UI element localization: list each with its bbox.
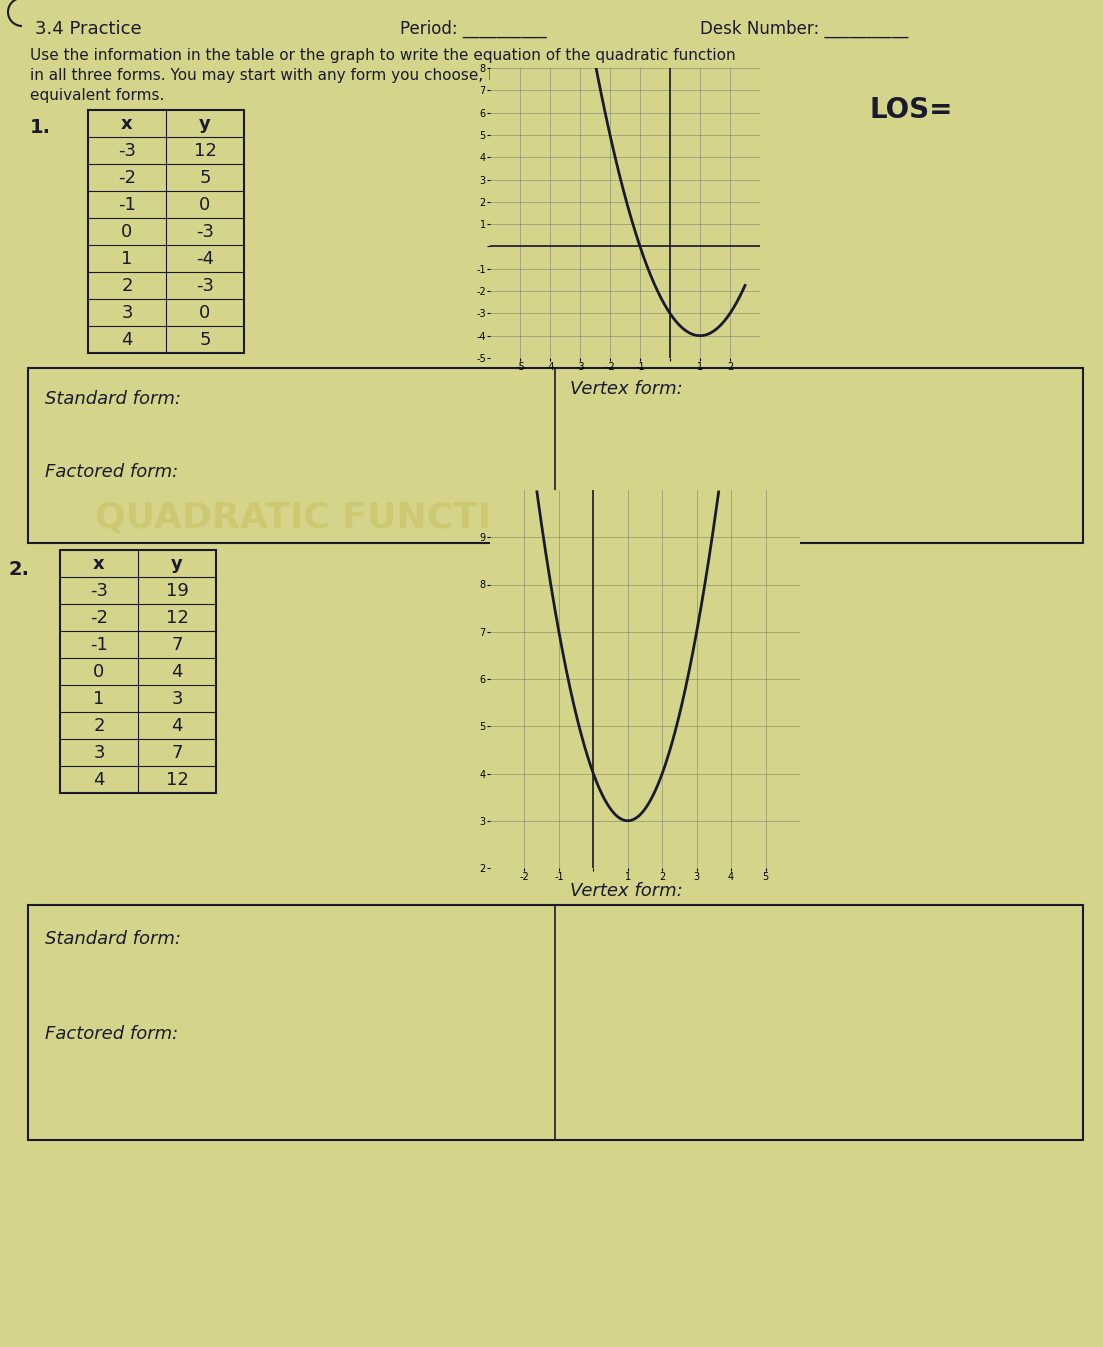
- Text: -3: -3: [90, 582, 108, 599]
- Text: Period: __________: Period: __________: [400, 20, 547, 38]
- Text: -2: -2: [90, 609, 108, 626]
- Text: x: x: [93, 555, 105, 572]
- Text: equivalent forms.: equivalent forms.: [30, 88, 164, 102]
- Text: Desk Number: __________: Desk Number: __________: [700, 20, 908, 38]
- Text: -2: -2: [118, 168, 136, 187]
- Text: 1: 1: [94, 690, 105, 709]
- Text: -1: -1: [118, 197, 136, 214]
- Text: Vertex form:: Vertex form:: [570, 882, 683, 900]
- Text: -3: -3: [196, 224, 214, 241]
- Text: 2.: 2.: [8, 560, 29, 579]
- Text: Use the information in the table or the graph to write the equation of the quadr: Use the information in the table or the …: [30, 48, 736, 63]
- Text: 12: 12: [165, 770, 189, 789]
- Bar: [88, 110, 244, 353]
- Text: y: y: [171, 555, 183, 572]
- Text: 0: 0: [94, 663, 105, 682]
- Text: QUADRATIC FUNCTIONS: QUADRATIC FUNCTIONS: [95, 501, 578, 535]
- Text: Vertex form:: Vertex form:: [570, 380, 683, 397]
- Text: 5: 5: [200, 331, 211, 349]
- Text: -3: -3: [118, 141, 136, 160]
- Bar: [28, 905, 1083, 1140]
- Text: -1: -1: [90, 636, 108, 655]
- Text: 3: 3: [94, 744, 105, 762]
- Text: 19: 19: [165, 582, 189, 599]
- Text: 3: 3: [171, 690, 183, 709]
- Text: 4: 4: [171, 717, 183, 735]
- Text: -3: -3: [196, 277, 214, 295]
- Text: 7: 7: [171, 636, 183, 655]
- Text: 7: 7: [171, 744, 183, 762]
- Text: 2: 2: [94, 717, 105, 735]
- Text: -4: -4: [196, 251, 214, 268]
- Text: LOS=: LOS=: [870, 96, 953, 124]
- Text: 3: 3: [121, 304, 132, 322]
- Text: Standard form:: Standard form:: [45, 929, 181, 948]
- Text: 4: 4: [94, 770, 105, 789]
- Bar: [28, 368, 1083, 543]
- Text: 0: 0: [121, 224, 132, 241]
- Text: 2: 2: [121, 277, 132, 295]
- Text: in all three forms. You may start with any form you choose, but you need to find: in all three forms. You may start with a…: [30, 67, 713, 84]
- Text: 12: 12: [165, 609, 189, 626]
- Text: y: y: [200, 114, 211, 133]
- Text: Standard form:: Standard form:: [45, 391, 181, 408]
- Text: 12: 12: [193, 141, 216, 160]
- Text: 3.4 Practice: 3.4 Practice: [35, 20, 141, 38]
- Text: 4: 4: [121, 331, 132, 349]
- Text: 4: 4: [171, 663, 183, 682]
- Text: 1: 1: [121, 251, 132, 268]
- Text: Factored form:: Factored form:: [45, 1025, 179, 1043]
- Bar: [60, 550, 216, 793]
- Text: x: x: [121, 114, 132, 133]
- Text: 0: 0: [200, 197, 211, 214]
- Text: 0: 0: [200, 304, 211, 322]
- Text: Factored form:: Factored form:: [45, 463, 179, 481]
- Text: 5: 5: [200, 168, 211, 187]
- Text: 1.: 1.: [30, 119, 51, 137]
